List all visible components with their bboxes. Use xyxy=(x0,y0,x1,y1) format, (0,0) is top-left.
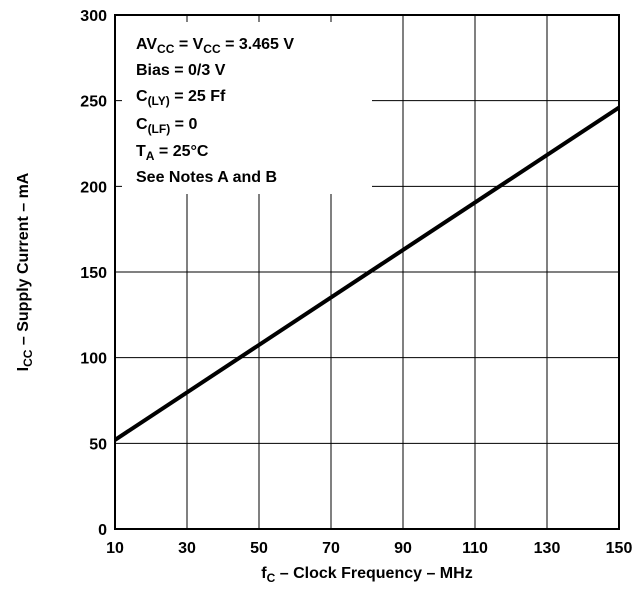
note-c-lf: C(LF) = 0 xyxy=(136,116,197,136)
note-temperature: TA = 25°C xyxy=(136,143,209,163)
plot-frame xyxy=(114,14,620,530)
y-tick-labels: 0 50 100 150 200 250 300 xyxy=(80,8,107,539)
y-tick-label-200: 200 xyxy=(80,179,107,196)
y-tick-label-300: 300 xyxy=(80,8,107,25)
notes-background xyxy=(122,22,372,194)
note-supply-voltage: AVCC = VCC = 3.465 V xyxy=(136,36,294,56)
y-tick-label-50: 50 xyxy=(89,436,107,453)
series-line-0 xyxy=(113,105,621,442)
y-tick-label-100: 100 xyxy=(80,351,107,368)
y-tick-label-150: 150 xyxy=(80,265,107,282)
x-tick-label-130: 130 xyxy=(534,540,561,557)
y-axis-title: ICC – Supply Current – mA xyxy=(15,172,35,371)
y-tick-label-250: 250 xyxy=(80,94,107,111)
x-tick-label-110: 110 xyxy=(462,540,488,557)
x-tick-label-70: 70 xyxy=(322,540,340,557)
x-tick-labels: 10 30 50 70 90 110 130 150 xyxy=(106,540,632,557)
x-tick-label-90: 90 xyxy=(394,540,412,557)
note-bias: Bias = 0/3 V xyxy=(136,62,226,79)
series-group xyxy=(113,105,621,442)
x-tick-label-150: 150 xyxy=(606,540,633,557)
x-tick-label-50: 50 xyxy=(250,540,268,557)
note-c-ly: C(LY) = 25 Ff xyxy=(136,88,226,108)
x-axis-title: fC – Clock Frequency – MHz xyxy=(261,565,472,585)
x-tick-label-10: 10 xyxy=(106,540,124,557)
note-see-notes: See Notes A and B xyxy=(136,169,277,186)
conditions-notes: AVCC = VCC = 3.465 V Bias = 0/3 V C(LY) … xyxy=(136,36,294,186)
x-tick-label-30: 30 xyxy=(178,540,196,557)
y-tick-label-0: 0 xyxy=(98,522,107,539)
